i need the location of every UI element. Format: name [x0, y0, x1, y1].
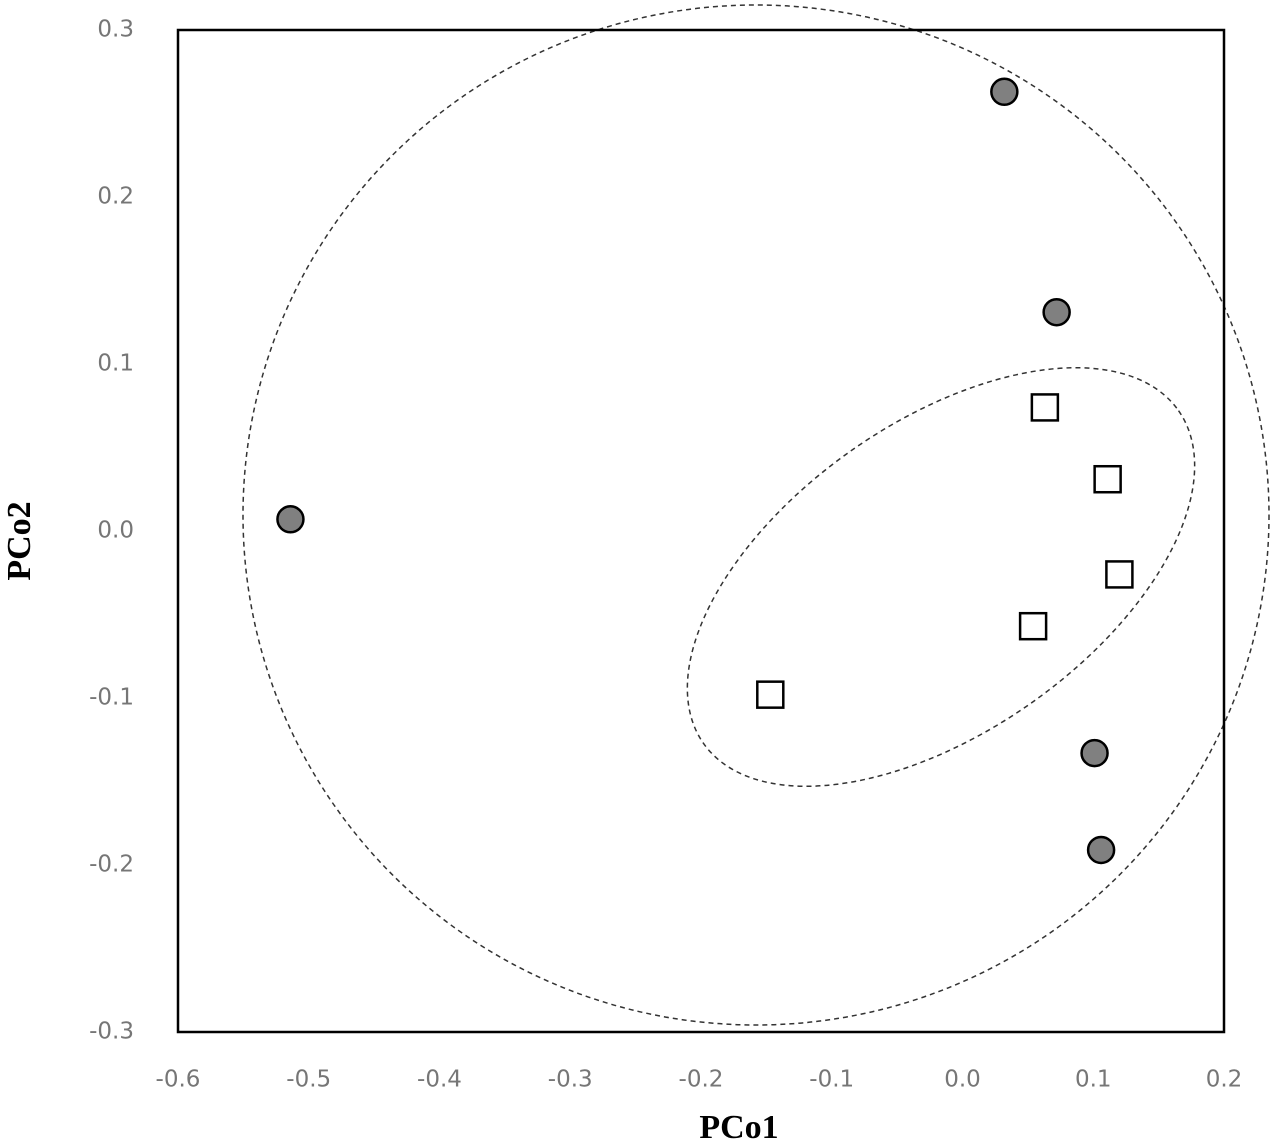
- group-ellipse: [686, 366, 1196, 788]
- square-point: [1030, 393, 1060, 422]
- x-axis-label: PCo1: [699, 1109, 778, 1144]
- square-point: [1093, 464, 1122, 494]
- x-tick-label: -0.2: [679, 1067, 724, 1093]
- circle-point: [1086, 835, 1116, 865]
- square-point: [1018, 611, 1048, 641]
- y-tick-label: -0.1: [89, 685, 134, 711]
- square-point: [756, 680, 785, 709]
- square-point: [1105, 560, 1134, 589]
- x-tick-label: -0.3: [548, 1067, 593, 1093]
- circle-point: [1042, 297, 1071, 327]
- plot-frame: [176, 28, 1226, 1034]
- x-tick-label: -0.4: [417, 1067, 462, 1093]
- y-tick-label: 0.2: [97, 184, 134, 210]
- group-ellipse: [242, 4, 1270, 1026]
- x-tick-label: 0.0: [944, 1067, 981, 1093]
- x-tick-label: -0.5: [286, 1067, 331, 1093]
- y-axis-label: PCo2: [1, 501, 38, 580]
- circle-point: [276, 505, 305, 534]
- circle-point: [1080, 738, 1109, 768]
- x-tick-label: -0.6: [156, 1067, 201, 1093]
- y-tick-label: -0.2: [89, 852, 134, 878]
- y-tick-label: 0.0: [97, 518, 134, 544]
- x-tick-label: -0.1: [809, 1067, 854, 1093]
- circle-point: [990, 77, 1019, 107]
- y-tick-label: 0.3: [97, 17, 134, 43]
- x-tick-label: 0.2: [1206, 1067, 1243, 1093]
- y-tick-label: -0.3: [89, 1019, 134, 1045]
- x-tick-label: 0.1: [1075, 1067, 1112, 1093]
- y-tick-label: 0.1: [97, 351, 134, 377]
